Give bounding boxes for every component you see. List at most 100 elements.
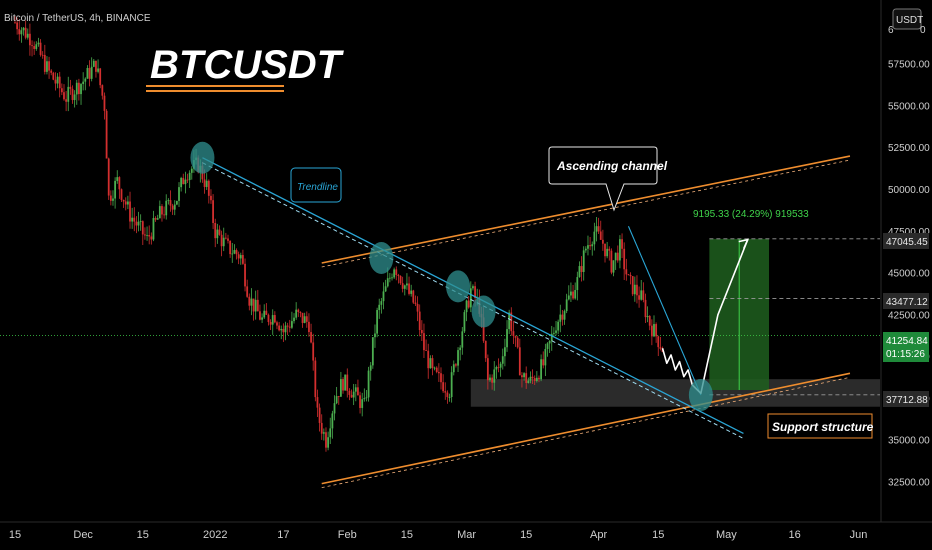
candle-body (212, 200, 214, 223)
touch-point-circle (471, 295, 496, 328)
candle-body (131, 217, 134, 222)
candle-body (391, 277, 393, 279)
y-tick-label: 47500.00 (888, 227, 930, 238)
candle-body (56, 76, 59, 84)
x-tick-label: 17 (277, 529, 289, 541)
trendline-label-box (290, 167, 342, 203)
candle-body (572, 291, 574, 299)
candle-body (339, 379, 342, 397)
countdown-label: 01:15:26 (886, 349, 925, 360)
candle-body (109, 195, 112, 201)
candle-body (26, 33, 29, 38)
candle-body (629, 274, 632, 277)
candle-body (354, 387, 357, 392)
candle-body (24, 27, 27, 38)
candle-body (344, 374, 347, 391)
candle-body (529, 376, 532, 381)
candle-body (331, 413, 334, 429)
candle-body (288, 326, 291, 328)
candle-body (567, 295, 570, 300)
candle-body (504, 347, 506, 357)
candle-body (570, 291, 572, 296)
zones (0, 238, 880, 407)
candle-body (224, 237, 227, 239)
candle-body (158, 206, 161, 219)
candle-body (614, 252, 617, 261)
candle-body (78, 82, 80, 95)
candle-body (286, 325, 289, 327)
candle-body (640, 290, 643, 300)
candle-body (92, 60, 95, 67)
candle-body (169, 200, 172, 206)
y-tick-label: 50000.00 (888, 185, 930, 196)
candle-body (63, 92, 65, 100)
time-axis[interactable]: 15 Dec 15 2022 17 Feb 15 Mar 15 Apr 15 May 16 Jun (0, 521, 932, 541)
candle-body (376, 310, 378, 334)
mid-level-tag (883, 293, 929, 309)
candle-body (597, 226, 600, 232)
candle-body (636, 284, 638, 296)
candle-body (205, 180, 208, 187)
support-label: Support structure (772, 420, 874, 434)
candle-body (365, 397, 368, 399)
candle-body (144, 234, 146, 236)
candle-body (337, 396, 340, 397)
candle-body (655, 324, 658, 337)
candle-body (604, 243, 606, 257)
channel-lower (321, 372, 851, 485)
candle-body (482, 317, 485, 341)
candle-body (448, 397, 451, 398)
candle-body (531, 376, 534, 379)
candle-body (308, 321, 310, 333)
x-tick-label: Feb (338, 529, 357, 541)
support-zone (470, 379, 880, 407)
candle-body (150, 236, 153, 240)
candle-body (152, 218, 155, 240)
candle-body (374, 333, 376, 338)
candle-body (650, 325, 653, 337)
currency-badge[interactable] (892, 8, 922, 30)
candle-body (122, 199, 125, 202)
x-tick-label: Mar (457, 529, 476, 541)
candle-body (399, 275, 402, 284)
candle-body (510, 312, 513, 332)
candle-body (578, 266, 581, 278)
candle-body (227, 238, 229, 241)
candle-body (297, 309, 300, 313)
candle-body (316, 397, 319, 408)
candle-body (101, 85, 104, 96)
candle-body (235, 250, 238, 255)
candle-body (116, 177, 119, 181)
candle-body (410, 290, 413, 294)
candle-body (133, 217, 136, 222)
candle-body (50, 70, 53, 73)
candle-body (538, 377, 540, 380)
candle-body (359, 395, 361, 408)
candle-body (233, 250, 236, 254)
candle-body (648, 316, 651, 326)
candle-body (455, 364, 457, 366)
candle-body (540, 359, 543, 380)
candle-body (293, 317, 295, 322)
candle-body (137, 221, 140, 226)
y-tick-label: 35000.00 (888, 436, 930, 447)
x-tick-label: 15 (137, 529, 149, 541)
candle-body (395, 269, 398, 275)
candle-body (129, 201, 131, 222)
candle-body (312, 342, 315, 361)
candle-body (512, 331, 515, 336)
x-tick-label: 15 (652, 529, 664, 541)
candle-body (523, 373, 525, 378)
channel-upper (321, 155, 851, 264)
candle-body (559, 314, 562, 322)
candle-body (516, 337, 519, 348)
candle-body (126, 201, 129, 205)
candle-body (244, 263, 246, 287)
candle-body (642, 290, 645, 300)
symbol-line: Bitcoin / TetherUS, 4h, BINANCE (4, 13, 151, 24)
candle-body (184, 179, 187, 185)
candle-body (493, 369, 496, 383)
x-tick-label: May (716, 529, 737, 541)
candle-body (386, 278, 389, 287)
